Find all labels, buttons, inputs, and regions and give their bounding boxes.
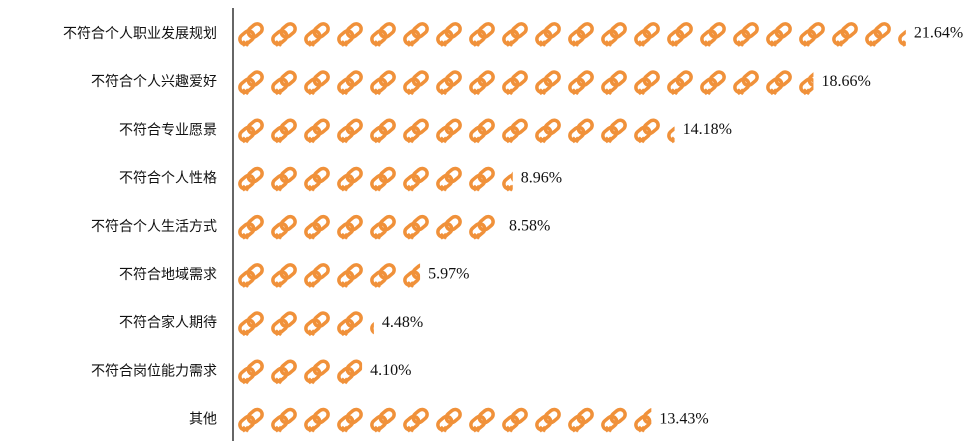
bar [235,19,906,49]
bar [235,67,814,98]
value-label: 13.43% [659,410,708,427]
value-label: 8.58% [509,217,550,234]
category-label: 不符合家人期待 [119,314,217,331]
value-label: 14.18% [683,121,732,138]
category-label: 不符合个人兴趣爱好 [91,74,217,90]
value-label: 5.97% [428,266,469,283]
value-label: 21.64% [914,25,963,42]
value-label: 8.96% [521,169,562,186]
category-label: 其他 [189,412,217,428]
category-label: 不符合地域需求 [119,267,217,283]
bar [235,356,363,387]
bar [235,211,501,242]
category-label: 不符合岗位能力需求 [91,363,217,379]
category-label: 不符合专业愿景 [119,122,217,138]
value-label: 4.48% [382,314,423,331]
bar [235,115,675,146]
category-label: 不符合个人生活方式 [91,219,217,235]
bar [235,260,421,290]
bar [235,163,513,194]
value-label: 18.66% [821,73,870,90]
bar [235,404,652,435]
category-label: 不符合个人职业发展规划 [63,26,217,42]
category-label: 不符合个人性格 [119,171,217,187]
value-label: 4.10% [370,362,411,379]
bar [235,308,374,339]
